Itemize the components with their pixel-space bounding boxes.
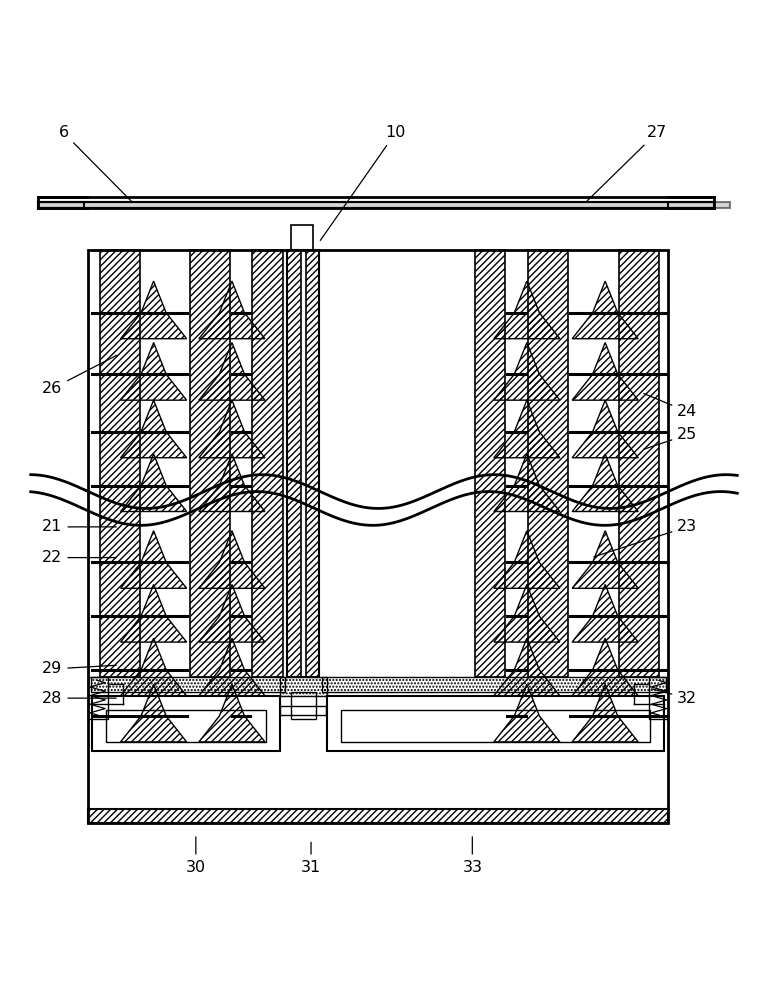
Text: 21: 21 [42, 519, 116, 534]
Bar [528, 250, 568, 677]
Bar [306, 250, 319, 677]
Bar [291, 225, 313, 250]
Bar [88, 677, 108, 719]
Bar [287, 250, 301, 677]
Bar [92, 696, 280, 751]
Bar [190, 250, 230, 677]
Bar [252, 250, 283, 677]
Text: 30: 30 [186, 837, 206, 875]
Text: 28: 28 [42, 691, 116, 706]
Text: 33: 33 [462, 837, 482, 875]
Bar [106, 710, 266, 742]
Text: 6: 6 [58, 125, 132, 202]
Bar [668, 202, 714, 208]
Bar [291, 692, 316, 719]
Bar [38, 202, 730, 208]
Bar [619, 250, 659, 677]
Text: 26: 26 [42, 355, 117, 396]
Text: 31: 31 [301, 842, 321, 875]
Bar [327, 696, 664, 751]
Bar [100, 250, 140, 677]
Text: 25: 25 [644, 427, 697, 449]
Bar [475, 250, 505, 677]
Bar [322, 677, 666, 692]
Text: 27: 27 [586, 125, 667, 202]
Bar [287, 250, 319, 677]
Text: 23: 23 [594, 519, 697, 557]
Bar [88, 809, 668, 823]
Text: 24: 24 [644, 394, 697, 419]
Bar [649, 677, 668, 719]
Bar [88, 250, 668, 823]
Text: 10: 10 [320, 125, 406, 240]
Bar [280, 706, 326, 715]
Text: 22: 22 [42, 550, 116, 565]
Bar [341, 710, 650, 742]
Bar [91, 677, 285, 692]
Bar [280, 677, 327, 696]
Bar [38, 202, 84, 208]
Text: 29: 29 [42, 661, 116, 676]
Text: 32: 32 [652, 689, 697, 706]
